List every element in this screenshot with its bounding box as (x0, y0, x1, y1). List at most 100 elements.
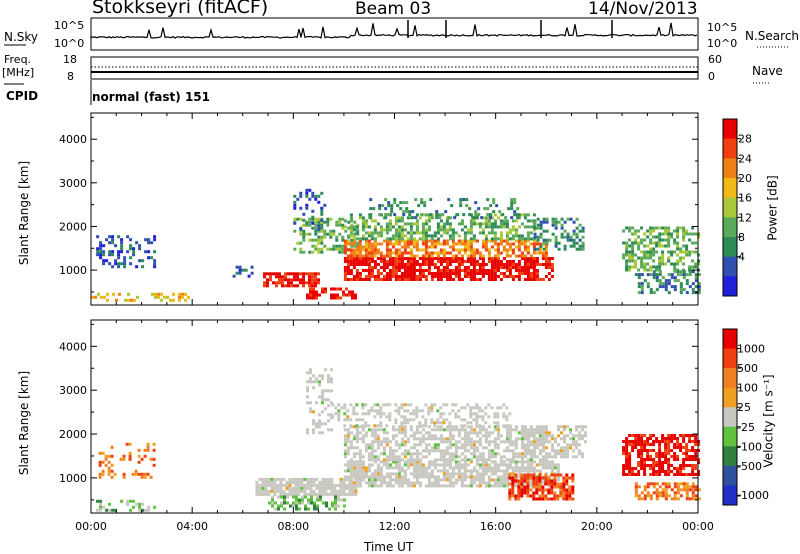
heatmap-cell (354, 293, 357, 297)
heatmap-cell (545, 434, 548, 438)
heatmap-cell (691, 497, 695, 501)
heatmap-cell (694, 485, 698, 489)
heatmap-cell (685, 232, 689, 236)
heatmap-cell (511, 242, 515, 246)
heatmap-cell (364, 466, 368, 470)
heatmap-cell (424, 263, 428, 266)
heatmap-cell (556, 494, 560, 498)
heatmap-cell (502, 219, 506, 223)
heatmap-cell (146, 445, 150, 449)
heatmap-cell (526, 278, 530, 281)
heatmap-cell (348, 486, 352, 490)
heatmap-cell (544, 476, 548, 480)
heatmap-cell (430, 263, 434, 266)
heatmap-cell (373, 275, 377, 278)
heatmap-cell (560, 425, 563, 429)
heatmap-cell (427, 484, 431, 488)
heatmap-cell (685, 291, 689, 295)
heatmap-cell (342, 489, 346, 493)
heatmap-cell (279, 486, 283, 490)
heatmap-cell (317, 220, 321, 224)
heatmap-cell (667, 434, 671, 437)
heatmap-cell (694, 449, 698, 452)
heatmap-cell (293, 217, 297, 221)
heatmap-cell (132, 505, 136, 509)
heatmap-cell (517, 239, 521, 243)
heatmap-cell (532, 434, 536, 438)
heatmap-cell (460, 219, 464, 223)
heatmap-cell (120, 499, 124, 503)
heatmap-cell (466, 440, 470, 444)
heatmap-cell (496, 428, 500, 432)
heatmap-cell (538, 242, 542, 246)
heatmap-cell (421, 469, 425, 473)
heatmap-cell (451, 237, 455, 241)
heatmap-cell (268, 501, 271, 505)
heatmap-cell (281, 284, 284, 288)
heatmap-cell (379, 484, 383, 488)
heatmap-cell (679, 288, 683, 292)
heatmap-cell (697, 235, 701, 239)
heatmap-cell (346, 466, 350, 470)
heatmap-cell (290, 272, 293, 276)
heatmap-cell (334, 412, 338, 416)
heatmap-cell (308, 238, 312, 242)
heatmap-cell (427, 425, 431, 429)
heatmap-cell (367, 458, 371, 462)
heatmap-cell (490, 455, 494, 459)
heatmap-cell (286, 501, 289, 505)
heatmap-cell (320, 235, 324, 239)
heatmap-cell (394, 478, 398, 482)
heatmap-cell (427, 257, 431, 260)
heatmap-cell (238, 265, 242, 269)
heatmap-cell (441, 213, 445, 217)
heatmap-cell (385, 242, 389, 246)
heatmap-cell (667, 282, 671, 286)
heatmap-cell (280, 495, 283, 499)
heatmap-cell (679, 488, 683, 492)
heatmap-cell (394, 421, 398, 425)
heatmap-cell (312, 410, 315, 414)
heatmap-cell (439, 449, 443, 453)
heatmap-cell (436, 231, 440, 235)
heatmap-cell (339, 489, 343, 493)
heatmap-cell (293, 229, 297, 233)
heatmap-cell (550, 263, 554, 266)
heatmap-cell (421, 409, 425, 413)
heatmap-cell (454, 275, 458, 278)
heatmap-cell (667, 244, 671, 248)
heatmap-cell (238, 268, 242, 272)
heatmap-cell (394, 272, 398, 275)
heatmap-cell (451, 278, 455, 281)
colorbar-segment (723, 197, 737, 218)
heatmap-cell (685, 494, 689, 498)
heatmap-cell (487, 415, 491, 419)
heatmap-cell (292, 495, 295, 499)
heatmap-cell (421, 222, 425, 226)
heatmap-cell (499, 234, 503, 238)
heatmap-cell (535, 251, 539, 255)
heatmap-cell (505, 437, 509, 441)
heatmap-cell (578, 238, 582, 242)
heatmap-cell (439, 455, 443, 459)
heatmap-cell (439, 412, 443, 416)
heatmap-cell (505, 269, 509, 272)
heatmap-cell (478, 266, 482, 269)
heatmap-cell (505, 219, 509, 223)
heatmap-cell (469, 415, 473, 419)
heatmap-cell (532, 469, 536, 473)
heatmap-cell (355, 275, 359, 278)
heatmap-cell (523, 473, 527, 477)
heatmap-cell (532, 431, 536, 435)
heatmap-cell (448, 458, 452, 462)
heatmap-cell (466, 266, 470, 269)
heatmap-cell (478, 431, 482, 435)
heatmap-cell (283, 507, 286, 511)
heatmap-cell (578, 229, 582, 233)
heatmap-cell (349, 228, 353, 232)
heatmap-cell (448, 460, 452, 464)
heatmap-cell (679, 285, 683, 289)
heatmap-cell (661, 232, 665, 236)
heatmap-cell (535, 476, 539, 480)
heatmap-cell (472, 278, 476, 281)
